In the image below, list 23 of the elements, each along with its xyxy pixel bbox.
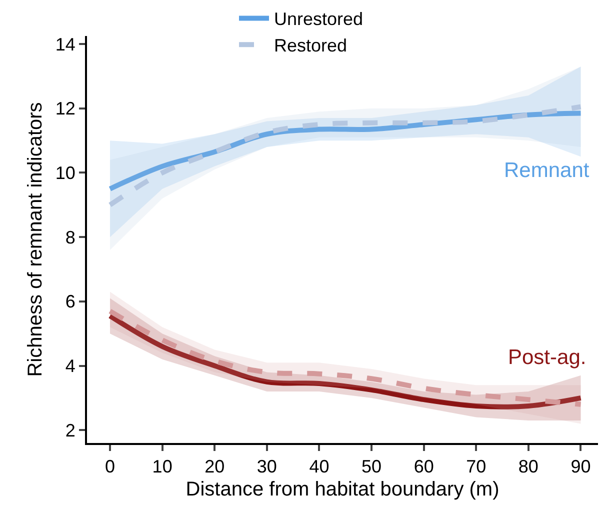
x-tick-label: 20: [204, 456, 225, 477]
y-tick-label: 12: [55, 98, 76, 119]
x-tick-label: 30: [256, 456, 277, 477]
annotation: Post-ag.: [508, 346, 586, 369]
legend-label: Restored: [274, 36, 348, 56]
y-axis-title: Richness of remnant indicators: [24, 102, 46, 377]
x-axis-title: Distance from habitat boundary (m): [186, 478, 500, 501]
annotation: Remnant: [504, 159, 590, 182]
y-tick-label: 10: [55, 163, 76, 184]
y-tick-label: 6: [65, 292, 76, 312]
x-tick-label: 10: [152, 456, 172, 477]
x-tick-label: 90: [570, 456, 591, 477]
x-tick-label: 0: [105, 456, 116, 477]
y-tick-label: 14: [55, 34, 76, 54]
legend-label: Unrestored: [274, 9, 364, 30]
x-tick-label: 40: [309, 456, 330, 477]
x-tick-label: 70: [466, 456, 486, 477]
x-tick-label: 50: [362, 456, 382, 477]
y-tick-label: 4: [65, 356, 76, 376]
y-tick-label: 8: [65, 227, 76, 248]
y-tick-label: 2: [65, 420, 76, 440]
x-tick-label: 80: [518, 456, 538, 477]
x-tick-label: 60: [414, 456, 434, 477]
